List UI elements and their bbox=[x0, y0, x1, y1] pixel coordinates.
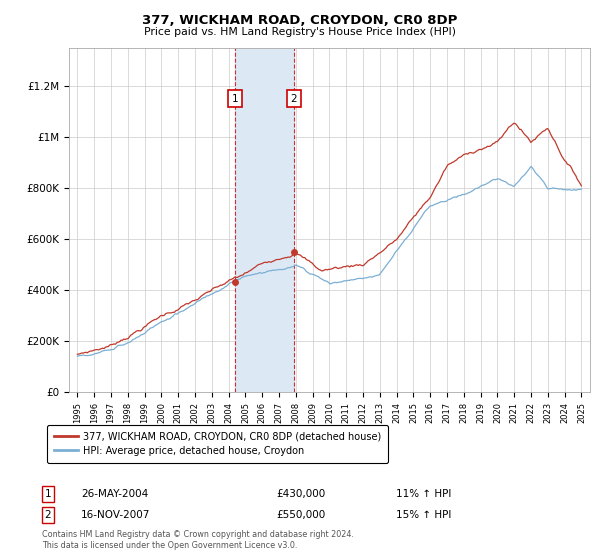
Text: This data is licensed under the Open Government Licence v3.0.: This data is licensed under the Open Gov… bbox=[42, 541, 298, 550]
Text: 16-NOV-2007: 16-NOV-2007 bbox=[81, 510, 151, 520]
Text: 1: 1 bbox=[232, 94, 238, 104]
Text: 377, WICKHAM ROAD, CROYDON, CR0 8DP: 377, WICKHAM ROAD, CROYDON, CR0 8DP bbox=[142, 14, 458, 27]
Text: 26-MAY-2004: 26-MAY-2004 bbox=[81, 489, 148, 499]
Text: Price paid vs. HM Land Registry's House Price Index (HPI): Price paid vs. HM Land Registry's House … bbox=[144, 27, 456, 37]
Text: £550,000: £550,000 bbox=[276, 510, 325, 520]
Text: 11% ↑ HPI: 11% ↑ HPI bbox=[396, 489, 451, 499]
Text: £430,000: £430,000 bbox=[276, 489, 325, 499]
Text: 2: 2 bbox=[290, 94, 297, 104]
Legend: 377, WICKHAM ROAD, CROYDON, CR0 8DP (detached house), HPI: Average price, detach: 377, WICKHAM ROAD, CROYDON, CR0 8DP (det… bbox=[47, 425, 388, 463]
Text: Contains HM Land Registry data © Crown copyright and database right 2024.: Contains HM Land Registry data © Crown c… bbox=[42, 530, 354, 539]
Text: 2: 2 bbox=[44, 510, 52, 520]
Bar bbox=[235, 48, 294, 392]
Text: 1: 1 bbox=[44, 489, 52, 499]
Text: 15% ↑ HPI: 15% ↑ HPI bbox=[396, 510, 451, 520]
